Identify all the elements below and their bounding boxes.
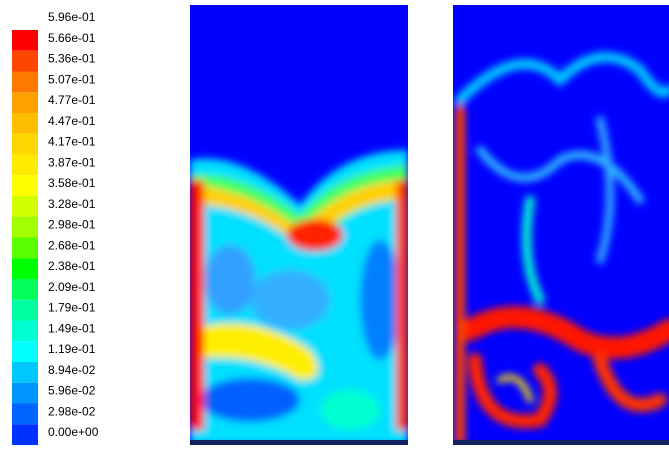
colorbar-label: 2.98e-02 <box>48 404 96 418</box>
right-panel <box>453 5 669 445</box>
colorbar-label: 5.96e-02 <box>48 384 96 398</box>
color-swatch <box>12 113 38 134</box>
color-swatch <box>12 341 38 362</box>
colorbar-label: 2.09e-01 <box>48 280 96 294</box>
color-swatch <box>12 175 38 196</box>
colorbar-label: 2.68e-01 <box>48 238 96 252</box>
color-swatch <box>12 134 38 155</box>
color-swatch <box>12 30 38 51</box>
color-swatch <box>12 92 38 113</box>
colorbar-label: 4.17e-01 <box>48 135 96 149</box>
color-swatch <box>12 362 38 383</box>
color-swatch <box>12 321 38 342</box>
colorbar-label: 2.98e-01 <box>48 218 96 232</box>
colorbar-label: 1.79e-01 <box>48 301 96 315</box>
colorbar: 5.96e-01 5.66e-01 5.36e-01 5.07e-01 4.77e-01… <box>12 10 99 445</box>
colorbar-label: 2.38e-01 <box>48 259 96 273</box>
color-swatch <box>12 217 38 238</box>
colorbar-label: 5.96e-01 <box>48 10 96 24</box>
color-swatch <box>12 424 38 445</box>
colorbar-label: 3.87e-01 <box>48 155 96 169</box>
color-swatch <box>12 238 38 259</box>
color-swatch <box>12 258 38 279</box>
color-swatch <box>12 196 38 217</box>
left-panel <box>190 5 408 445</box>
color-swatch <box>12 51 38 72</box>
color-swatch <box>12 72 38 93</box>
colorbar-label: 3.58e-01 <box>48 176 96 190</box>
colorbar-label: 5.66e-01 <box>48 31 96 45</box>
figure: 5.96e-01 5.66e-01 5.36e-01 5.07e-01 4.77e-01… <box>0 0 669 455</box>
color-swatch <box>12 300 38 321</box>
colorbar-label: 5.36e-01 <box>48 52 96 66</box>
color-swatch <box>12 279 38 300</box>
colorbar-label: 4.77e-01 <box>48 93 96 107</box>
color-swatch <box>12 383 38 404</box>
colorbar-label: 0.00e+00 <box>48 425 99 439</box>
colorbar-label: 5.07e-01 <box>48 72 96 86</box>
colorbar-label: 4.47e-01 <box>48 114 96 128</box>
colorbar-label: 3.28e-01 <box>48 197 96 211</box>
colorbar-label: 8.94e-02 <box>48 363 96 377</box>
color-swatch <box>12 155 38 176</box>
colorbar-label: 1.49e-01 <box>48 321 96 335</box>
color-swatch <box>12 404 38 425</box>
colorbar-label: 1.19e-01 <box>48 342 96 356</box>
